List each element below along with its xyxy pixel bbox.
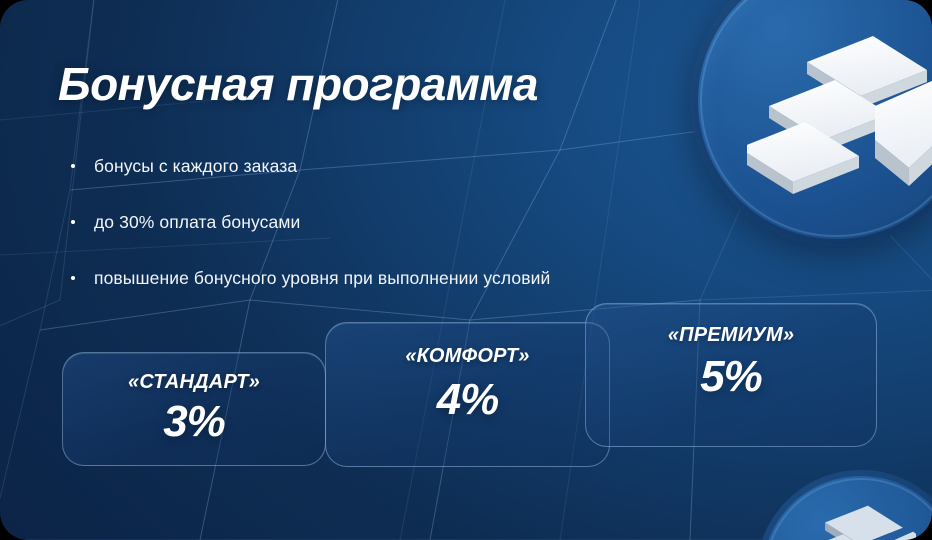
list-item-label: повышение бонусного уровня при выполнени… [94, 267, 551, 288]
benefits-list: бонусы с каждого заказа до 30% оплата бо… [68, 138, 768, 306]
tier-name-premium: «ПРЕМИУМ» [667, 324, 795, 346]
tier-value-standard: 3% [163, 397, 226, 446]
bullet-dot-icon [71, 164, 75, 168]
tier-name-comfort: «КОМФОРТ» [405, 345, 530, 367]
list-item: до 30% оплата бонусами [68, 194, 768, 250]
brand-logo-icon [747, 36, 932, 194]
tier-value-premium: 5% [700, 352, 763, 401]
tier-card-comfort[interactable]: «КОМФОРТ» 4% [325, 322, 610, 467]
list-item: бонусы с каждого заказа [68, 138, 768, 194]
tier-value-comfort: 4% [436, 375, 500, 424]
brand-logo-secondary-icon [825, 505, 916, 540]
page-title: Бонусная программа [58, 58, 539, 110]
bullet-dot-icon [71, 276, 75, 280]
list-item-label: до 30% оплата бонусами [94, 211, 301, 232]
bullet-dot-icon [71, 220, 75, 224]
list-item-label: бонусы с каждого заказа [94, 155, 298, 176]
tier-card-standard[interactable]: «СТАНДАРТ» 3% [62, 352, 326, 466]
tier-name-standard: «СТАНДАРТ» [128, 371, 260, 393]
list-item: повышение бонусного уровня при выполнени… [68, 250, 768, 306]
tier-card-premium[interactable]: «ПРЕМИУМ» 5% [585, 303, 877, 447]
